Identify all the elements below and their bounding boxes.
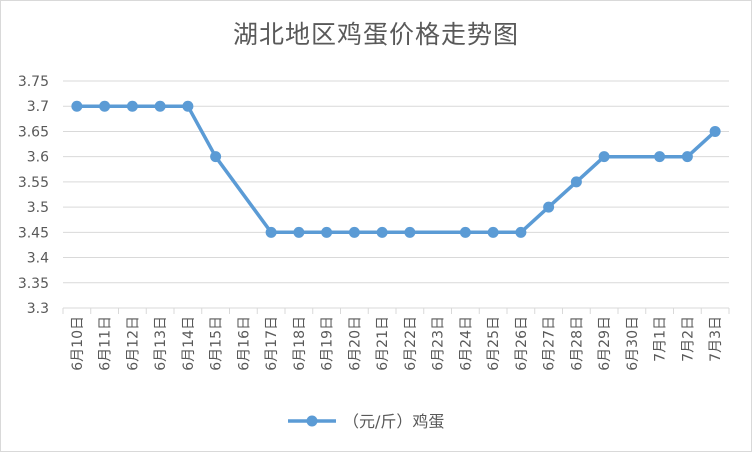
legend-marker [306, 415, 318, 427]
x-tick-label: 6月30日 [625, 316, 641, 371]
y-tick-label: 3.5 [27, 200, 49, 216]
y-tick-label: 3.35 [18, 276, 49, 292]
x-tick-label: 6月26日 [514, 316, 530, 371]
x-tick-label: 6月21日 [375, 316, 391, 371]
data-point [487, 226, 499, 238]
y-tick-label: 3.65 [18, 124, 49, 140]
x-tick-label: 6月25日 [486, 316, 502, 371]
legend-label: （元/斤）鸡蛋 [343, 412, 444, 431]
data-point [265, 226, 277, 238]
data-point [570, 176, 582, 188]
data-point [71, 100, 83, 112]
x-tick-label: 6月23日 [431, 316, 447, 371]
data-point [709, 125, 721, 137]
data-point [210, 151, 222, 163]
data-point [543, 201, 555, 213]
x-tick-label: 6月18日 [292, 316, 308, 371]
x-tick-label: 6月29日 [597, 316, 613, 371]
x-tick-label: 6月17日 [264, 316, 280, 371]
x-tick-label: 6月28日 [569, 316, 585, 371]
data-point [459, 226, 471, 238]
data-point [99, 100, 111, 112]
y-tick-label: 3.55 [18, 175, 49, 191]
data-point [404, 226, 416, 238]
x-tick-label: 6月10日 [70, 316, 86, 371]
data-point [126, 100, 138, 112]
x-tick-label: 7月1日 [653, 316, 669, 362]
data-point [515, 226, 527, 238]
y-tick-label: 3.7 [27, 99, 49, 115]
x-tick-label: 6月24日 [458, 316, 474, 371]
data-point [598, 151, 610, 163]
chart-title: 湖北地区鸡蛋价格走势图 [232, 20, 519, 49]
x-tick-label: 6月14日 [181, 316, 197, 371]
data-point [154, 100, 166, 112]
y-tick-label: 3.75 [18, 74, 49, 90]
data-point [321, 226, 333, 238]
y-tick-label: 3.4 [27, 251, 49, 267]
data-point [654, 151, 666, 163]
x-tick-label: 6月16日 [236, 316, 252, 371]
x-tick-label: 6月22日 [403, 316, 419, 371]
series-line [76, 104, 717, 235]
y-tick-label: 3.3 [27, 301, 49, 317]
data-point [681, 151, 693, 163]
x-tick-label: 6月27日 [542, 316, 558, 371]
x-tick-label: 6月15日 [209, 316, 225, 371]
data-point [182, 100, 194, 112]
x-tick-label: 7月3日 [708, 316, 724, 362]
x-tick-label: 6月12日 [125, 316, 141, 371]
x-tick-label: 6月20日 [347, 316, 363, 371]
y-tick-label: 3.45 [18, 225, 49, 241]
x-tick-label: 7月2日 [680, 316, 696, 362]
x-tick-label: 6月13日 [153, 316, 169, 371]
data-point [348, 226, 360, 238]
data-point [293, 226, 305, 238]
x-tick-label: 6月19日 [320, 316, 336, 371]
data-point [376, 226, 388, 238]
x-tick-label: 6月11日 [98, 316, 114, 371]
y-tick-label: 3.6 [27, 150, 49, 166]
